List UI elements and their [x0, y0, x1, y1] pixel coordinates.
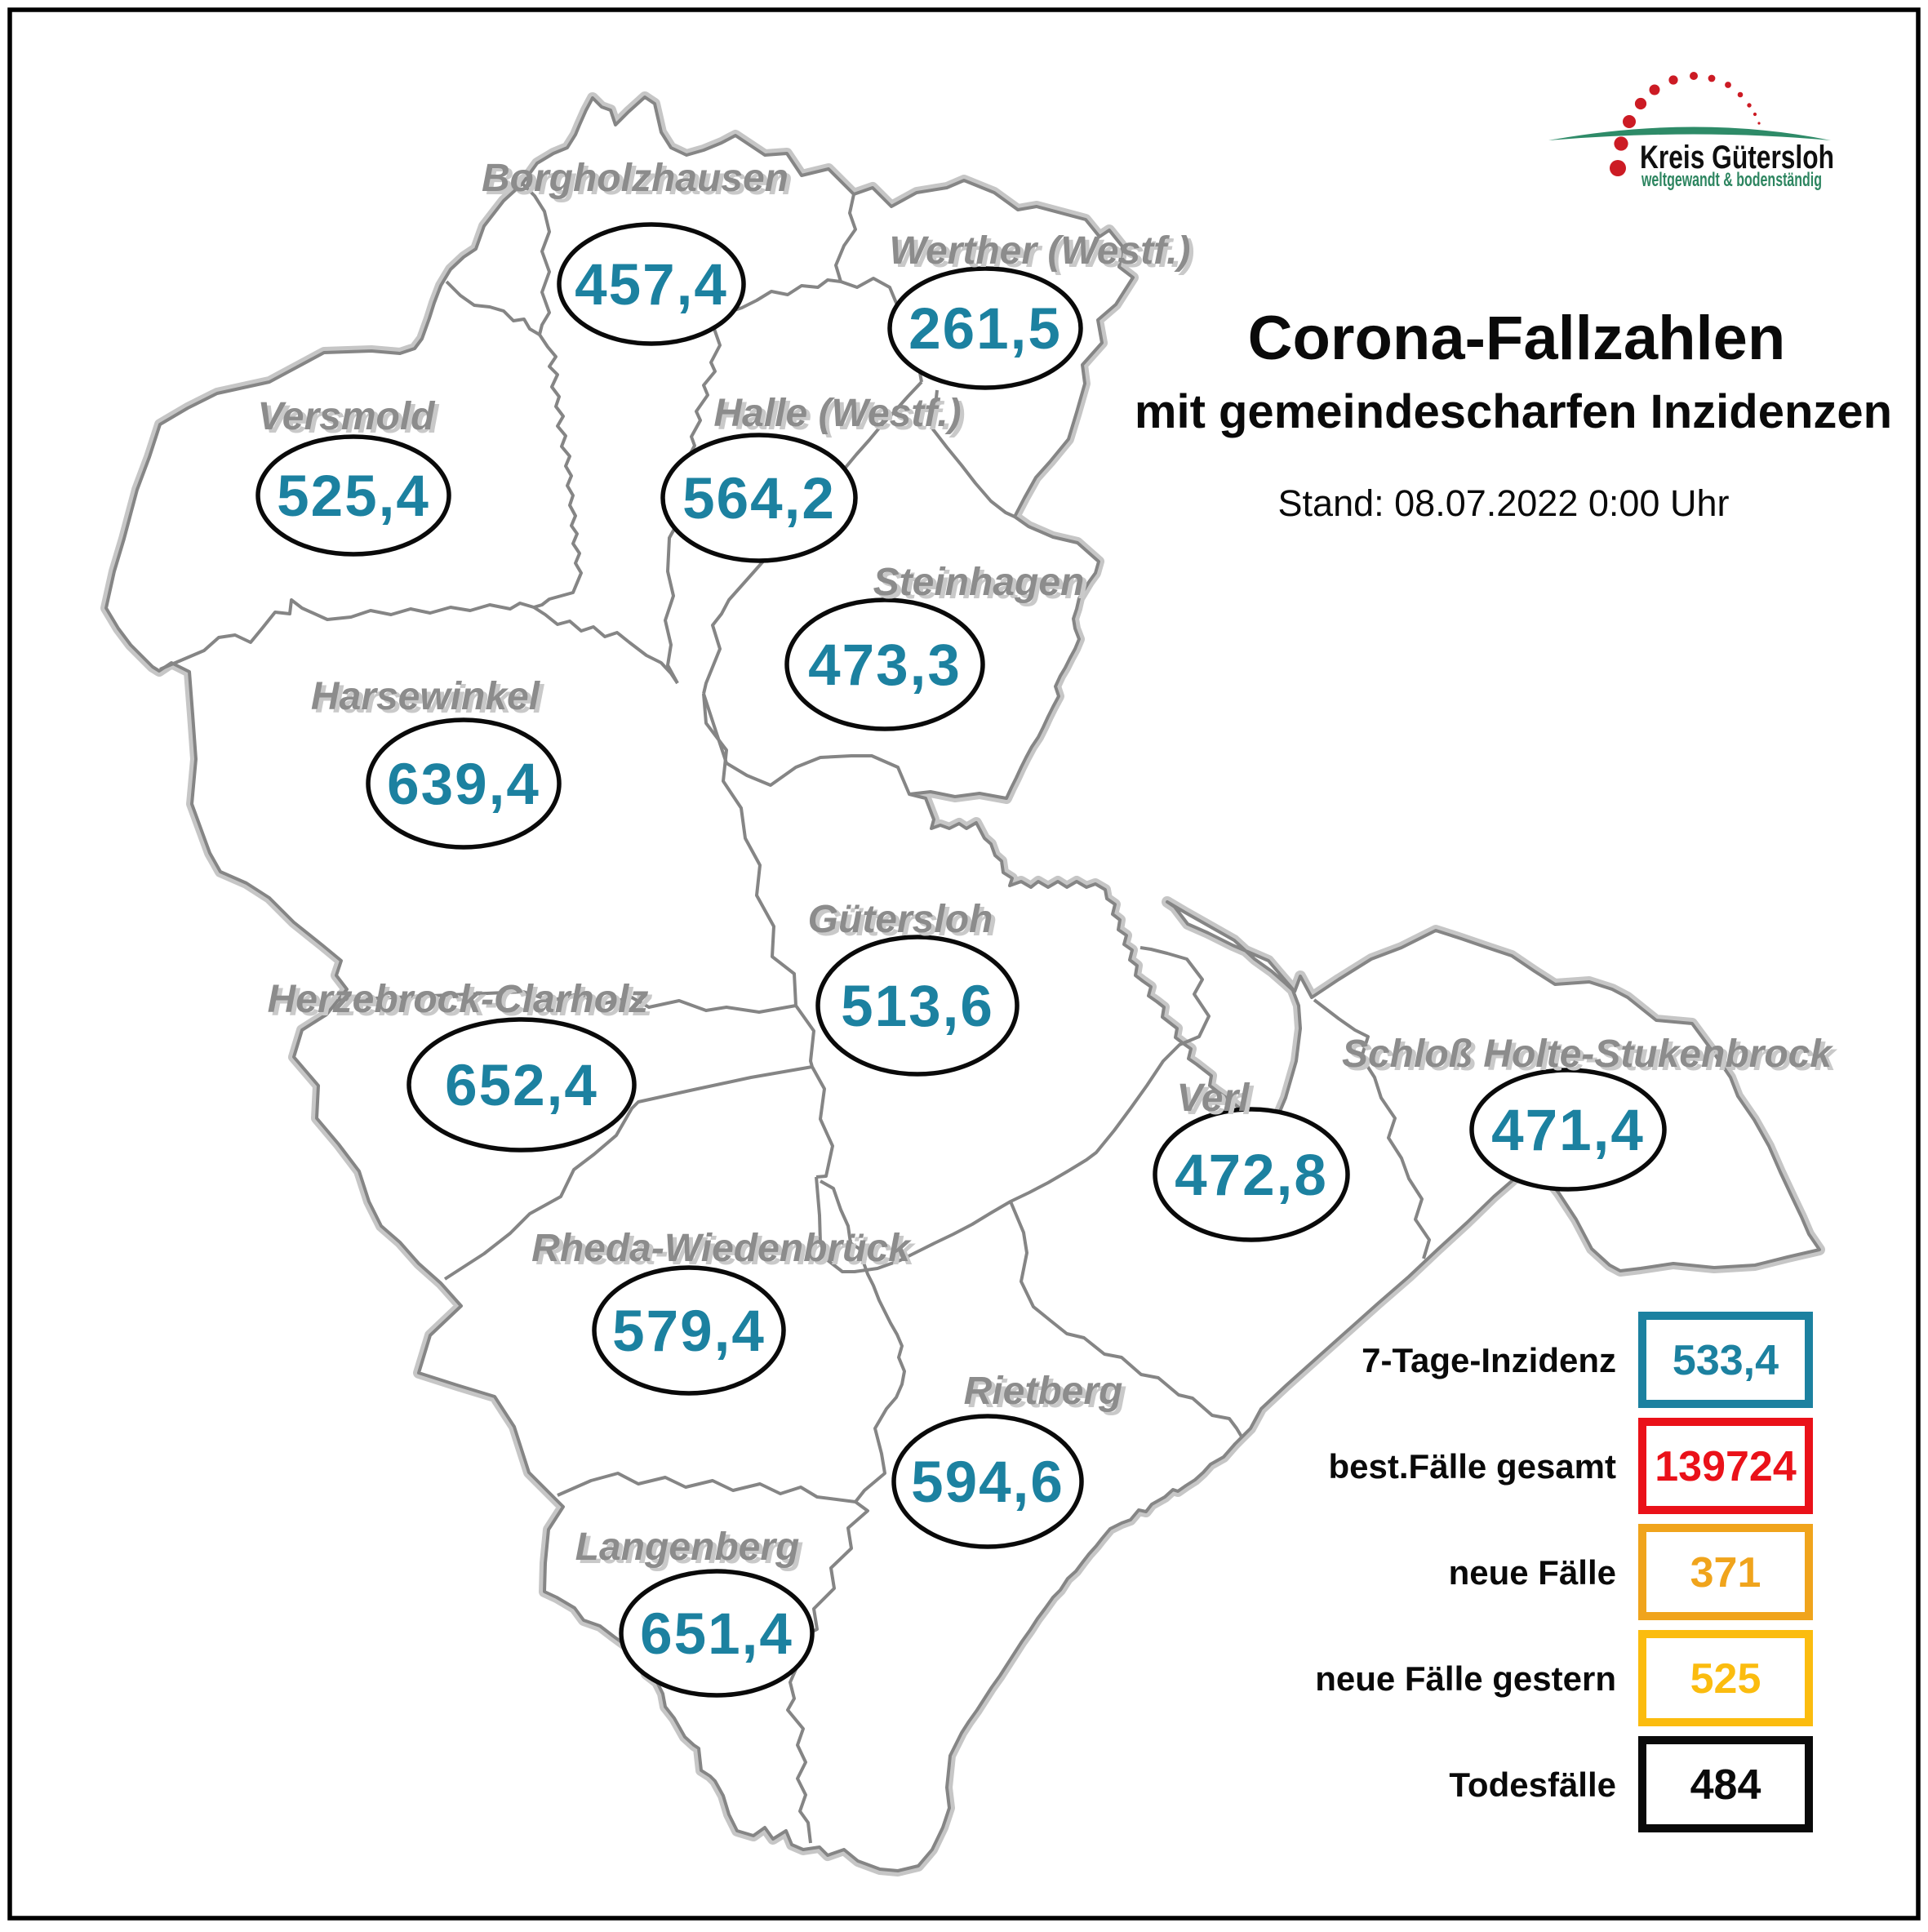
svg-text:525,4: 525,4	[277, 464, 430, 529]
svg-text:Harsewinkel: Harsewinkel	[315, 678, 545, 722]
svg-text:neue Fälle gestern: neue Fälle gestern	[1315, 1659, 1616, 1698]
svg-text:513,6: 513,6	[841, 975, 994, 1039]
svg-text:Verl: Verl	[1177, 1077, 1251, 1120]
svg-text:533,4: 533,4	[1673, 1337, 1779, 1384]
svg-text:652,4: 652,4	[445, 1054, 598, 1118]
svg-text:564,2: 564,2	[682, 467, 836, 531]
svg-text:Rheda-Wiedenbrück: Rheda-Wiedenbrück	[531, 1227, 912, 1270]
svg-text:Werther (Westf.): Werther (Westf.)	[894, 233, 1195, 276]
svg-text:Halle (Westf.): Halle (Westf.)	[713, 392, 961, 435]
svg-text:139724: 139724	[1655, 1443, 1797, 1490]
svg-text:Halle (Westf.): Halle (Westf.)	[717, 395, 965, 438]
svg-text:Schloß Holte-Stukenbrock: Schloß Holte-Stukenbrock	[1346, 1036, 1837, 1079]
svg-text:Verl: Verl	[1181, 1080, 1255, 1123]
svg-text:471,4: 471,4	[1491, 1099, 1645, 1163]
svg-text:Rheda-Wiedenbrück: Rheda-Wiedenbrück	[535, 1230, 916, 1273]
svg-text:Kreis Gütersloh: Kreis Gütersloh	[1640, 140, 1834, 175]
svg-text:472,8: 472,8	[1175, 1144, 1328, 1208]
svg-text:Harsewinkel: Harsewinkel	[311, 675, 541, 718]
svg-text:neue Fälle: neue Fälle	[1449, 1553, 1616, 1592]
svg-text:Versmold: Versmold	[258, 395, 437, 438]
svg-text:484: 484	[1690, 1761, 1761, 1809]
svg-text:594,6: 594,6	[911, 1450, 1064, 1515]
svg-text:457,4: 457,4	[575, 253, 728, 318]
svg-text:best.Fälle gesamt: best.Fälle gesamt	[1329, 1447, 1616, 1486]
svg-text:7-Tage-Inzidenz: 7-Tage-Inzidenz	[1362, 1341, 1616, 1379]
svg-text:Borgholzhausen: Borgholzhausen	[486, 160, 793, 203]
svg-text:mit gemeindescharfen Inzidenze: mit gemeindescharfen Inzidenzen	[1135, 385, 1892, 438]
svg-text:Herzebrock-Clarholz: Herzebrock-Clarholz	[268, 978, 649, 1021]
svg-text:579,4: 579,4	[612, 1299, 766, 1364]
svg-text:Langenberg: Langenberg	[575, 1526, 800, 1569]
svg-text:Corona-Fallzahlen: Corona-Fallzahlen	[1248, 304, 1786, 373]
svg-text:Borgholzhausen: Borgholzhausen	[482, 157, 789, 200]
svg-text:Gütersloh: Gütersloh	[808, 898, 993, 941]
svg-text:Stand: 08.07.2022 0:00 Uhr: Stand: 08.07.2022 0:00 Uhr	[1278, 482, 1730, 524]
svg-text:Herzebrock-Clarholz: Herzebrock-Clarholz	[272, 981, 653, 1024]
svg-text:525: 525	[1690, 1655, 1761, 1703]
svg-text:261,5: 261,5	[908, 297, 1062, 362]
svg-text:Steinhagen: Steinhagen	[877, 564, 1089, 607]
svg-text:639,4: 639,4	[387, 753, 540, 817]
svg-text:Gütersloh: Gütersloh	[812, 901, 997, 944]
svg-text:Rietberg: Rietberg	[968, 1373, 1127, 1416]
svg-text:Schloß Holte-Stukenbrock: Schloß Holte-Stukenbrock	[1342, 1033, 1833, 1076]
svg-text:Rietberg: Rietberg	[964, 1370, 1123, 1413]
svg-text:473,3: 473,3	[808, 633, 962, 698]
svg-text:371: 371	[1690, 1549, 1761, 1597]
svg-text:Todesfälle: Todesfälle	[1449, 1765, 1616, 1804]
svg-text:weltgewandt & bodenständig: weltgewandt & bodenständig	[1641, 169, 1822, 191]
svg-text:Steinhagen: Steinhagen	[873, 561, 1085, 604]
svg-text:Versmold: Versmold	[262, 398, 441, 442]
svg-text:651,4: 651,4	[640, 1602, 793, 1667]
svg-text:Werther (Westf.): Werther (Westf.)	[890, 229, 1191, 273]
svg-text:Langenberg: Langenberg	[580, 1529, 804, 1572]
